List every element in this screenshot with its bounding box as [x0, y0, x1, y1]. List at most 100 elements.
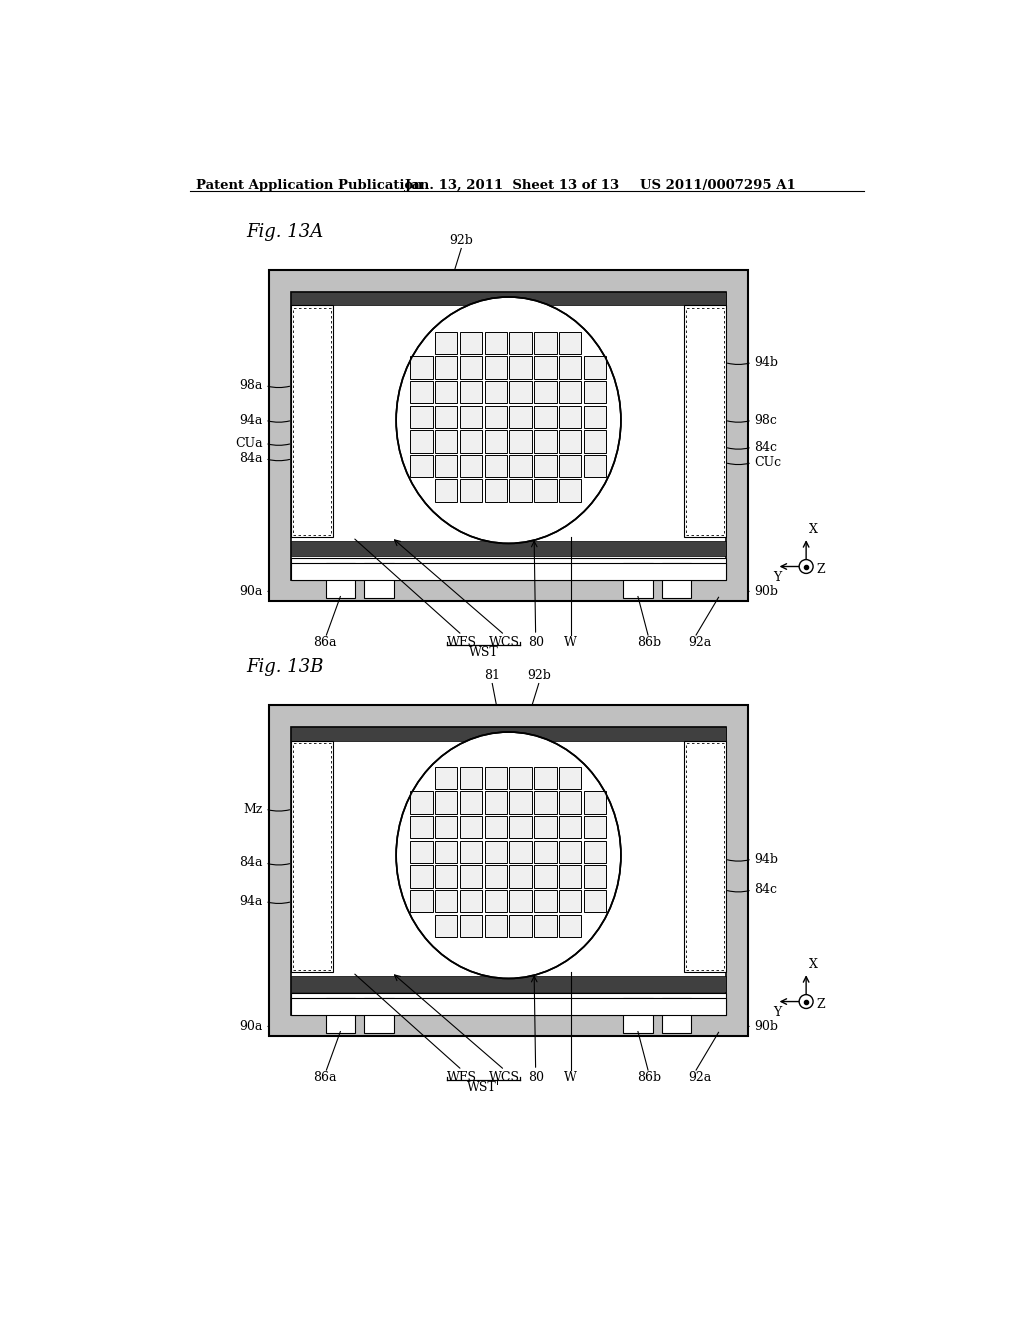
Text: US 2011/0007295 A1: US 2011/0007295 A1	[640, 180, 796, 193]
Bar	[509, 430, 531, 453]
Bar	[624, 998, 652, 1034]
Bar	[584, 792, 606, 813]
Bar	[293, 308, 331, 535]
Bar	[509, 405, 531, 428]
Bar	[584, 430, 606, 453]
Text: 94a: 94a	[240, 895, 263, 908]
Text: 90b: 90b	[755, 1020, 778, 1034]
Text: 80: 80	[527, 1071, 544, 1084]
Bar	[509, 890, 531, 912]
Bar	[535, 866, 557, 887]
Bar	[365, 564, 394, 598]
Bar	[435, 430, 458, 453]
Bar	[535, 430, 557, 453]
Bar	[410, 890, 432, 912]
Bar	[535, 331, 557, 354]
Text: CUa: CUa	[236, 437, 263, 450]
Bar	[291, 726, 726, 741]
Bar	[460, 356, 482, 379]
Ellipse shape	[396, 733, 621, 978]
Bar	[484, 455, 507, 478]
Bar	[686, 743, 724, 970]
Bar	[460, 331, 482, 354]
Bar	[435, 479, 458, 502]
Text: 90a: 90a	[240, 1020, 263, 1034]
Text: WFS: WFS	[447, 636, 477, 649]
Bar	[584, 890, 606, 912]
Bar	[410, 841, 432, 863]
Text: 92b: 92b	[526, 669, 551, 682]
Bar	[410, 816, 432, 838]
Bar	[535, 381, 557, 404]
Text: Fig. 13B: Fig. 13B	[246, 657, 324, 676]
Bar	[410, 381, 432, 404]
Text: 84c: 84c	[755, 441, 777, 454]
Bar	[684, 741, 726, 973]
Bar	[535, 915, 557, 937]
Text: Z: Z	[816, 998, 824, 1011]
Bar	[435, 331, 458, 354]
Bar	[460, 816, 482, 838]
Bar	[584, 841, 606, 863]
Bar	[460, 479, 482, 502]
Text: 98c: 98c	[755, 413, 777, 426]
Text: Mz: Mz	[244, 803, 263, 816]
Bar	[460, 866, 482, 887]
Bar	[410, 792, 432, 813]
Bar	[460, 430, 482, 453]
Bar	[559, 430, 582, 453]
Bar	[291, 977, 726, 991]
Bar	[559, 890, 582, 912]
Bar	[410, 866, 432, 887]
Bar	[460, 405, 482, 428]
Bar	[484, 331, 507, 354]
Bar	[624, 564, 652, 598]
Text: 94a: 94a	[240, 413, 263, 426]
Bar	[435, 841, 458, 863]
Bar	[484, 430, 507, 453]
Bar	[509, 841, 531, 863]
Bar	[559, 331, 582, 354]
Bar	[662, 998, 691, 1034]
Text: WFS: WFS	[447, 1071, 477, 1084]
Bar	[535, 792, 557, 813]
Bar	[686, 308, 724, 535]
Text: Y: Y	[773, 572, 782, 585]
FancyBboxPatch shape	[269, 271, 748, 601]
Bar	[326, 564, 355, 598]
Text: Patent Application Publication: Patent Application Publication	[197, 180, 423, 193]
Bar	[291, 558, 726, 579]
Bar	[435, 890, 458, 912]
Text: Jan. 13, 2011  Sheet 13 of 13: Jan. 13, 2011 Sheet 13 of 13	[406, 180, 620, 193]
Bar	[559, 767, 582, 789]
Bar	[435, 816, 458, 838]
Text: Z: Z	[816, 564, 824, 576]
Bar	[484, 792, 507, 813]
Bar	[684, 305, 726, 537]
Text: 86b: 86b	[638, 1071, 662, 1084]
Bar	[460, 455, 482, 478]
Bar	[410, 405, 432, 428]
Bar	[410, 356, 432, 379]
Ellipse shape	[396, 297, 621, 544]
Bar	[291, 726, 726, 1015]
Bar	[435, 455, 458, 478]
Bar	[535, 405, 557, 428]
Bar	[484, 890, 507, 912]
Circle shape	[799, 995, 813, 1008]
Bar	[535, 890, 557, 912]
Bar	[365, 998, 394, 1034]
Bar	[535, 356, 557, 379]
Text: 84a: 84a	[240, 857, 263, 870]
Bar	[484, 841, 507, 863]
Text: 86b: 86b	[638, 636, 662, 649]
Bar	[291, 292, 726, 305]
Bar	[484, 479, 507, 502]
Bar	[509, 381, 531, 404]
Bar	[460, 915, 482, 937]
Bar	[584, 455, 606, 478]
Bar	[584, 381, 606, 404]
Bar	[460, 841, 482, 863]
Bar	[291, 564, 726, 579]
Bar	[509, 455, 531, 478]
